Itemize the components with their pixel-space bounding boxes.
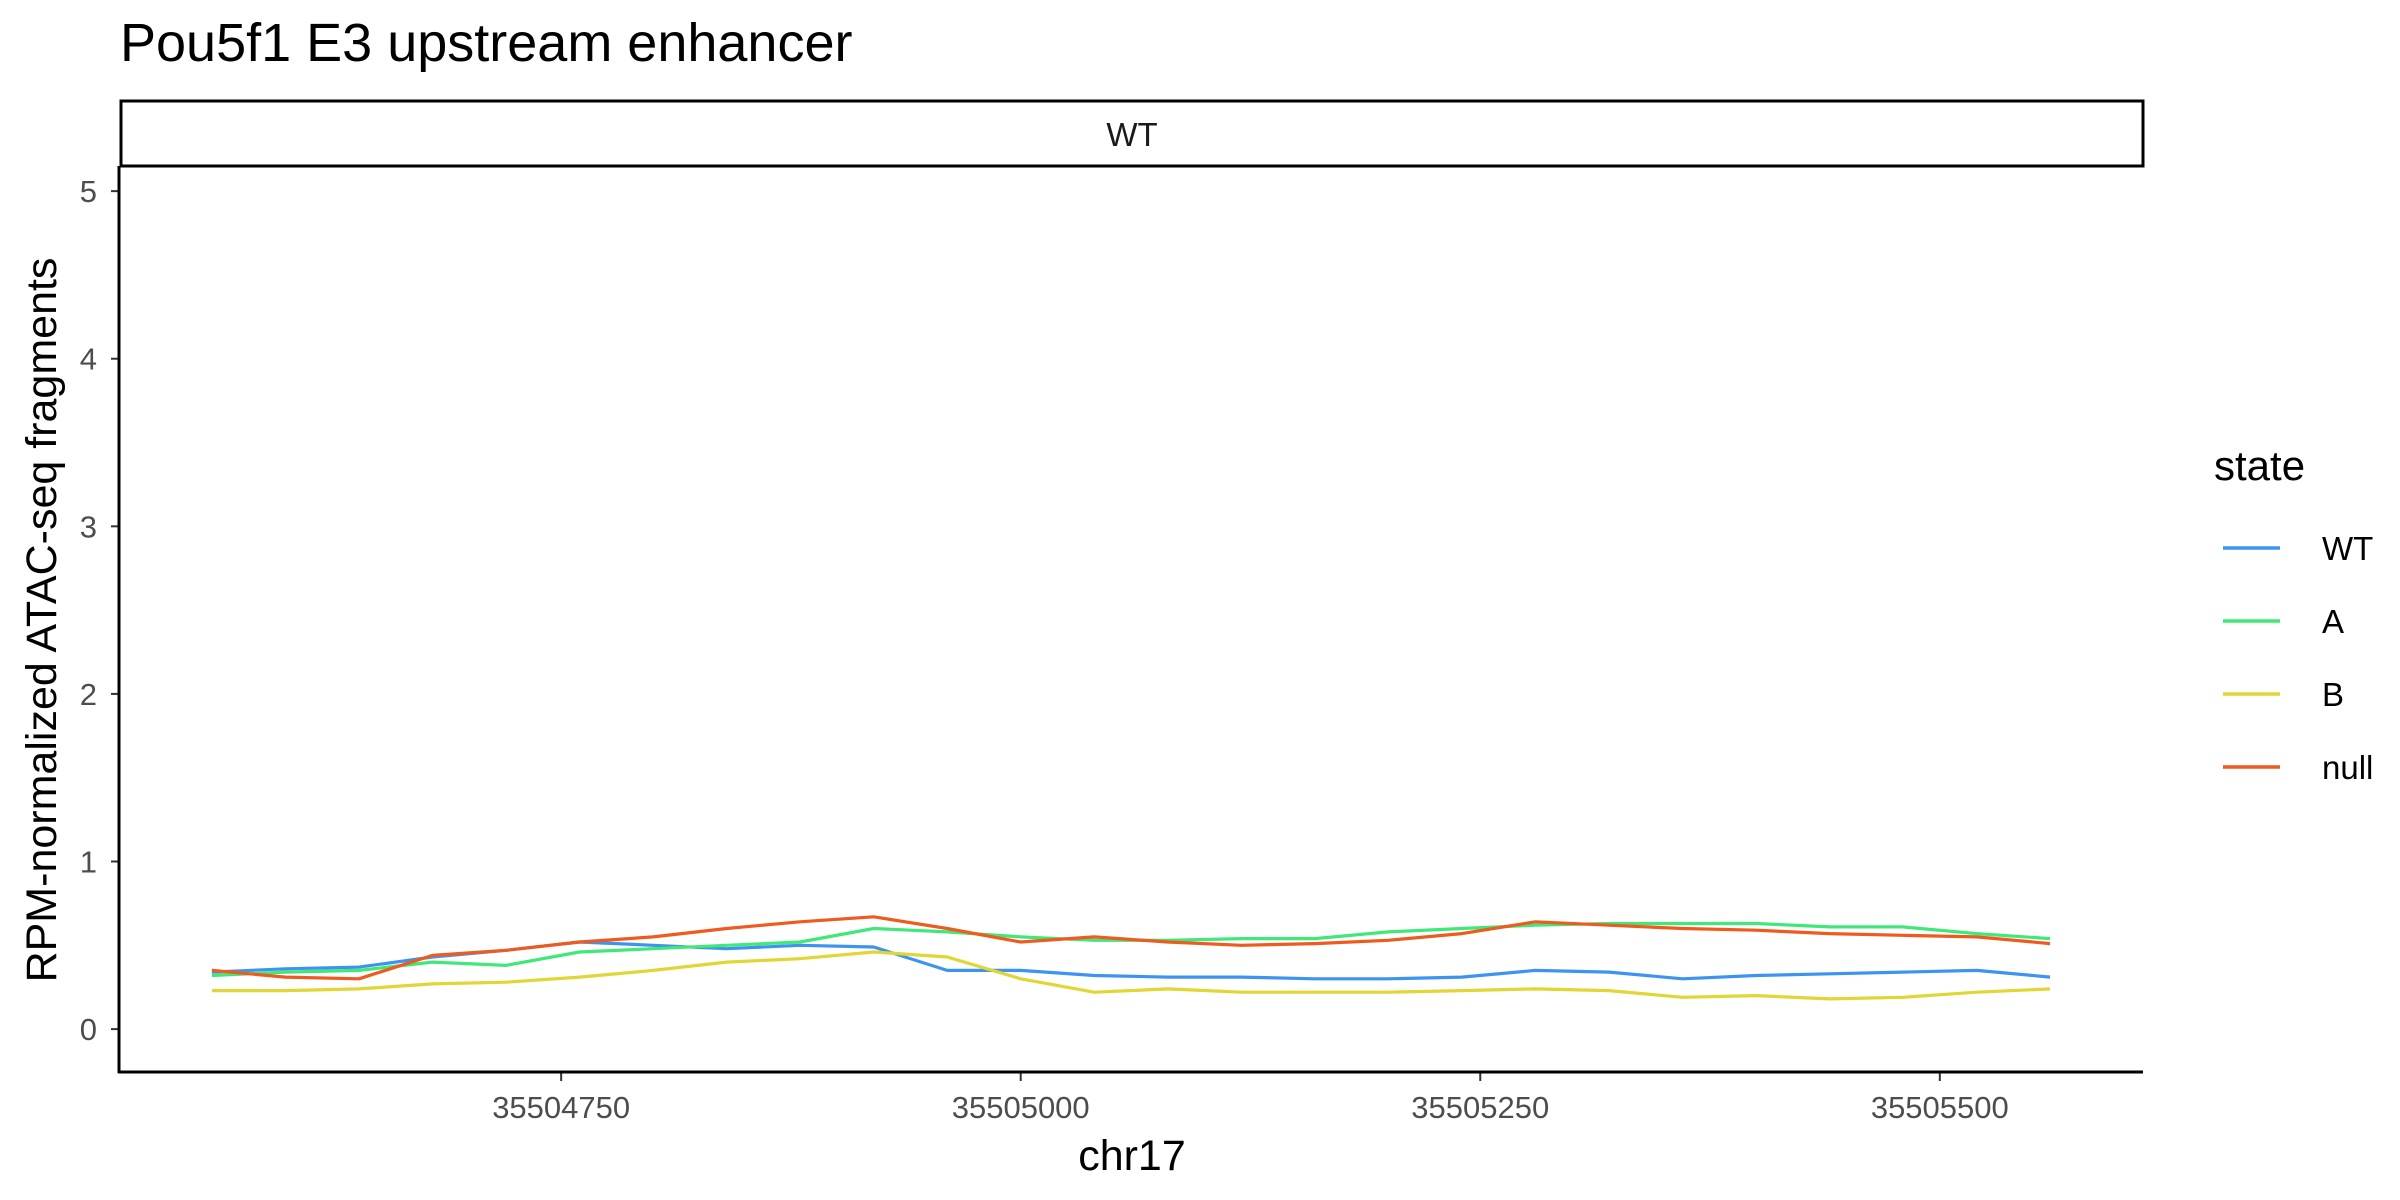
chart-title: Pou5f1 E3 upstream enhancer <box>120 13 852 73</box>
y-axis: 0 1 2 3 4 5 <box>80 174 119 1047</box>
x-tick-label: 35505500 <box>1871 1090 2009 1125</box>
series-line-wt <box>211 940 2051 981</box>
x-tick-label: 35504750 <box>492 1090 630 1125</box>
y-tick-label: 4 <box>80 342 97 377</box>
facet-strip-label: WT <box>1106 116 1157 153</box>
legend-label-a: A <box>2322 603 2344 640</box>
y-tick-label: 2 <box>80 677 97 712</box>
x-axis: 35504750 35505000 35505250 35505500 <box>492 1072 2009 1125</box>
facet-strip <box>119 99 2145 168</box>
y-tick-label: 1 <box>80 845 97 880</box>
legend-title: state <box>2214 442 2305 489</box>
x-tick-label: 35505000 <box>952 1090 1090 1125</box>
legend-label-b: B <box>2322 676 2344 713</box>
series-line-b <box>211 950 2051 1001</box>
series-line-null <box>211 915 2051 981</box>
legend-label-null: null <box>2322 749 2373 786</box>
x-tick-label: 35505250 <box>1411 1090 1549 1125</box>
y-tick-label: 3 <box>80 509 97 544</box>
x-axis-title: chr17 <box>1078 1132 1186 1180</box>
legend-label-wt: WT <box>2322 530 2373 567</box>
y-tick-label: 0 <box>80 1012 97 1047</box>
y-axis-title: RPM-normalized ATAC-seq fragments <box>18 258 66 983</box>
series-layer <box>211 915 2051 1001</box>
y-tick-label: 5 <box>80 174 97 209</box>
